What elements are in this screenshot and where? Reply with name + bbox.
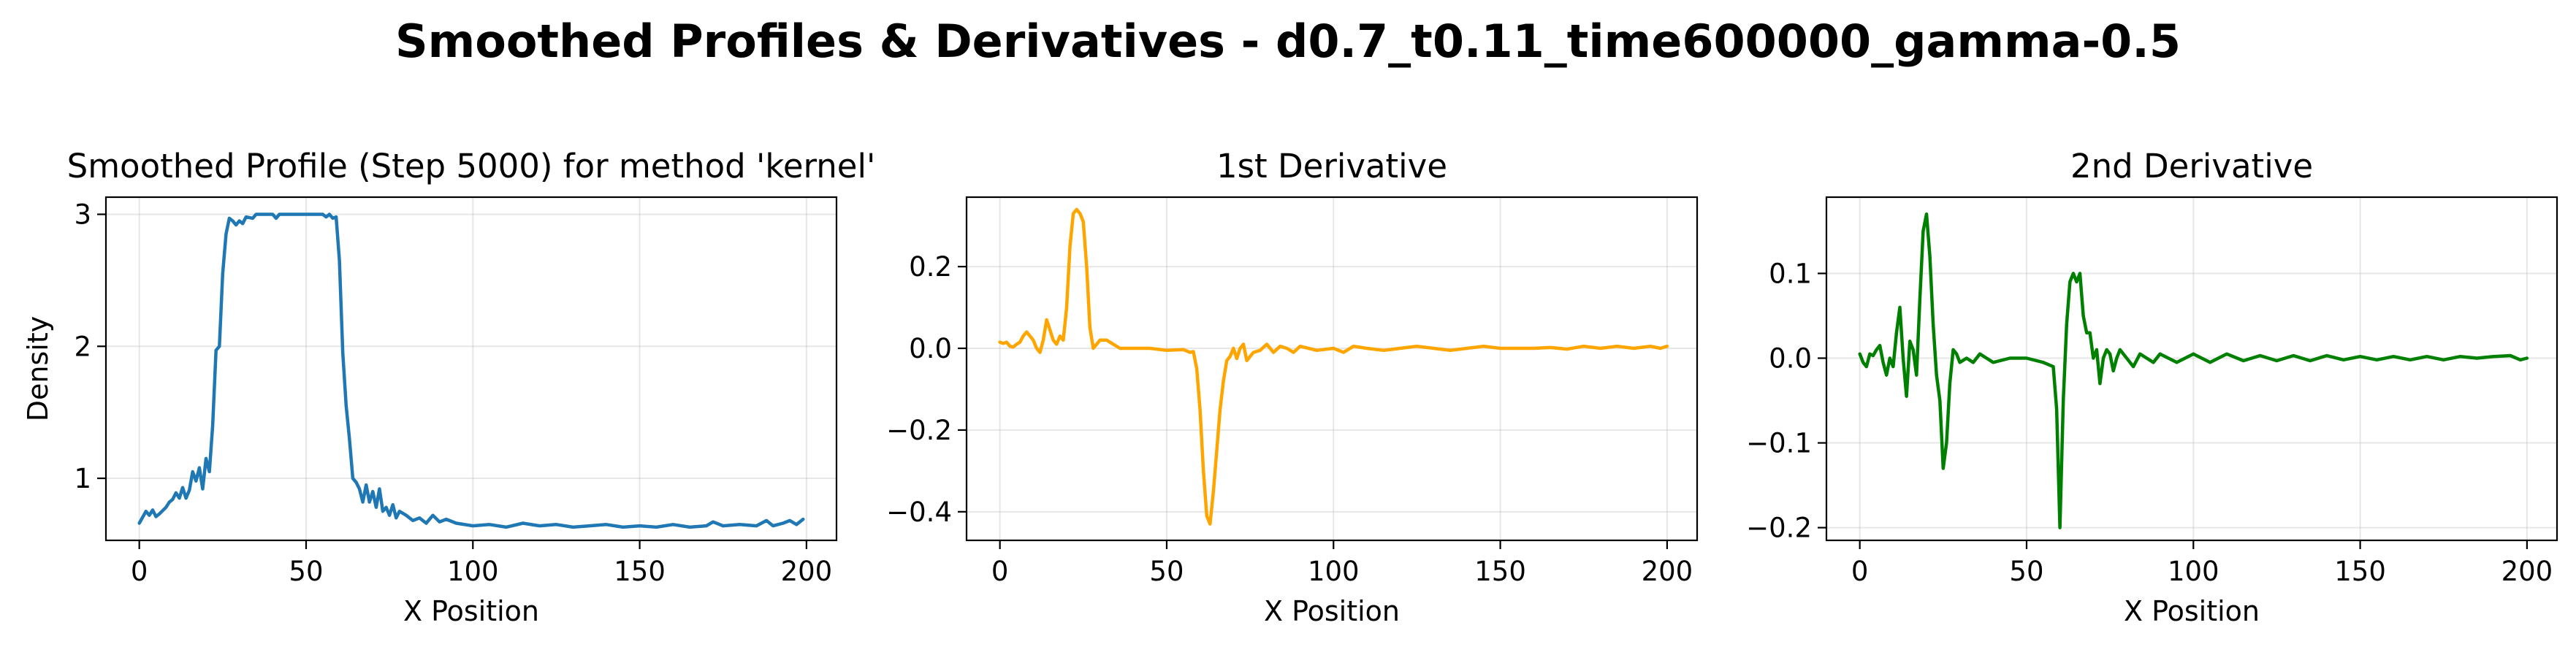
x-tick-label: 100 <box>2168 556 2219 587</box>
x-tick-label: 200 <box>2501 556 2553 587</box>
x-tick-label: 100 <box>1308 556 1360 587</box>
x-tick-label: 0 <box>131 556 148 587</box>
chart-3: 0 50 100 150 200 −0.2 −0.1 0.0 0.1 2nd Derivative… <box>1746 147 2558 627</box>
y-axis-label: Density <box>22 316 54 421</box>
x-tick-label: 50 <box>1149 556 1184 587</box>
chart-1: 0 50 100 150 200 1 2 3 Smoothed Profile (Step 50… <box>22 147 875 627</box>
figure-title: Smoothed Profiles & Derivatives - d0.7_t… <box>395 15 2181 68</box>
series-line-1 <box>998 207 1669 526</box>
y-tick-label: 0.2 <box>909 251 952 283</box>
x-tick-label: 150 <box>1474 556 1526 587</box>
x-tick-label: 100 <box>447 556 499 587</box>
x-axis-label: X Position <box>403 595 539 627</box>
y-tick-label: −0.4 <box>886 497 952 528</box>
x-axis-label: X Position <box>1264 595 1400 627</box>
series-line-1 <box>1858 212 2529 529</box>
y-tick-label: −0.1 <box>1746 428 1812 459</box>
y-tick-label: 0.1 <box>1769 258 1812 289</box>
y-tick-label: 3 <box>74 199 91 231</box>
x-tick-label: 0 <box>1851 556 1869 587</box>
y-tick-label: 1 <box>74 463 91 494</box>
x-tick-label: 50 <box>289 556 323 587</box>
x-tick-label: 150 <box>2334 556 2386 587</box>
y-tick-label: −0.2 <box>1746 513 1812 544</box>
plot-frame <box>1825 196 2558 542</box>
y-tick-label: 0.0 <box>1769 342 1812 374</box>
x-axis-label: X Position <box>2124 595 2260 627</box>
x-tick-label: 200 <box>1642 556 1693 587</box>
x-tick-label: 150 <box>614 556 666 587</box>
y-tick-label: −0.2 <box>886 415 952 446</box>
chart-title: 1st Derivative <box>1216 147 1447 185</box>
x-tick-label: 200 <box>781 556 833 587</box>
y-tick-label: 0.0 <box>909 333 952 364</box>
x-tick-label: 0 <box>991 556 1009 587</box>
chart-title: Smoothed Profile (Step 5000) for method … <box>67 147 876 185</box>
plot-frame <box>965 196 1699 542</box>
x-tick-label: 50 <box>2009 556 2043 587</box>
chart-title: 2nd Derivative <box>2070 147 2313 185</box>
series-line-1 <box>137 212 805 529</box>
y-tick-label: 2 <box>74 331 91 362</box>
chart-2: 0 50 100 150 200 −0.4 −0.2 0.0 0.2 1st Derivative… <box>886 147 1699 627</box>
plot-frame <box>104 196 838 542</box>
